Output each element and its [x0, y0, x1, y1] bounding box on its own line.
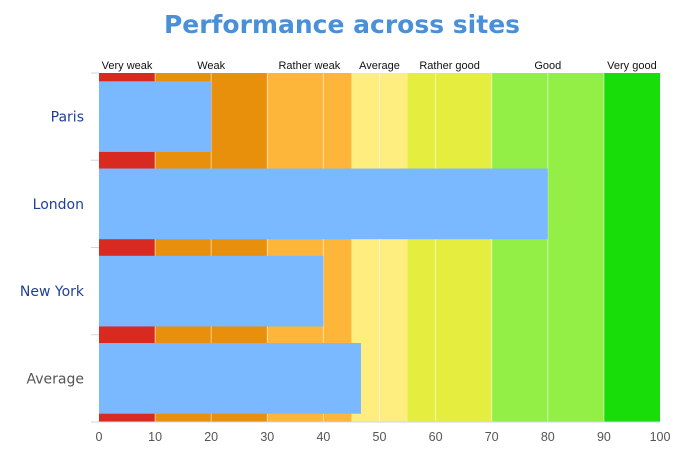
bars [99, 81, 548, 414]
category-label-3: Average [27, 371, 85, 387]
category-labels: Paris London New York Average [20, 110, 85, 388]
x-tick-label-0: 0 [96, 430, 103, 444]
band-label-0: Very weak [102, 60, 153, 72]
x-tick-label-5: 50 [373, 430, 387, 444]
band-labels: Very weak Weak Rather weak Average Rather go… [102, 60, 657, 72]
x-tick-label-7: 70 [485, 430, 499, 444]
x-tick-label-10: 100 [650, 430, 671, 444]
band-label-5: Good [534, 60, 561, 72]
band-4 [407, 73, 492, 422]
band-label-4: Rather good [419, 60, 480, 72]
x-axis [91, 72, 660, 423]
bar-0 [99, 81, 212, 152]
category-label-0: Paris [51, 110, 84, 126]
category-label-2: New York [20, 284, 85, 300]
x-tick-label-8: 80 [541, 430, 555, 444]
x-tick-labels: 0 10 20 30 40 50 60 70 80 90 100 [96, 430, 671, 444]
bar-2 [99, 255, 324, 327]
x-tick-label-3: 30 [260, 430, 274, 444]
x-tick-label-9: 90 [597, 430, 611, 444]
chart-title: Performance across sites [164, 10, 520, 39]
x-tick-label-4: 40 [316, 430, 330, 444]
x-tick-label-1: 10 [148, 430, 162, 444]
x-tick-label-2: 20 [204, 430, 218, 444]
x-tick-label-6: 60 [429, 430, 443, 444]
band-label-1: Weak [197, 60, 225, 72]
bar-1 [99, 168, 548, 240]
band-label-3: Average [359, 60, 400, 72]
band-label-6: Very good [607, 60, 657, 72]
band-label-2: Rather weak [278, 60, 340, 72]
bar-3 [99, 343, 361, 414]
category-label-1: London [33, 197, 84, 213]
band-6 [603, 73, 660, 422]
